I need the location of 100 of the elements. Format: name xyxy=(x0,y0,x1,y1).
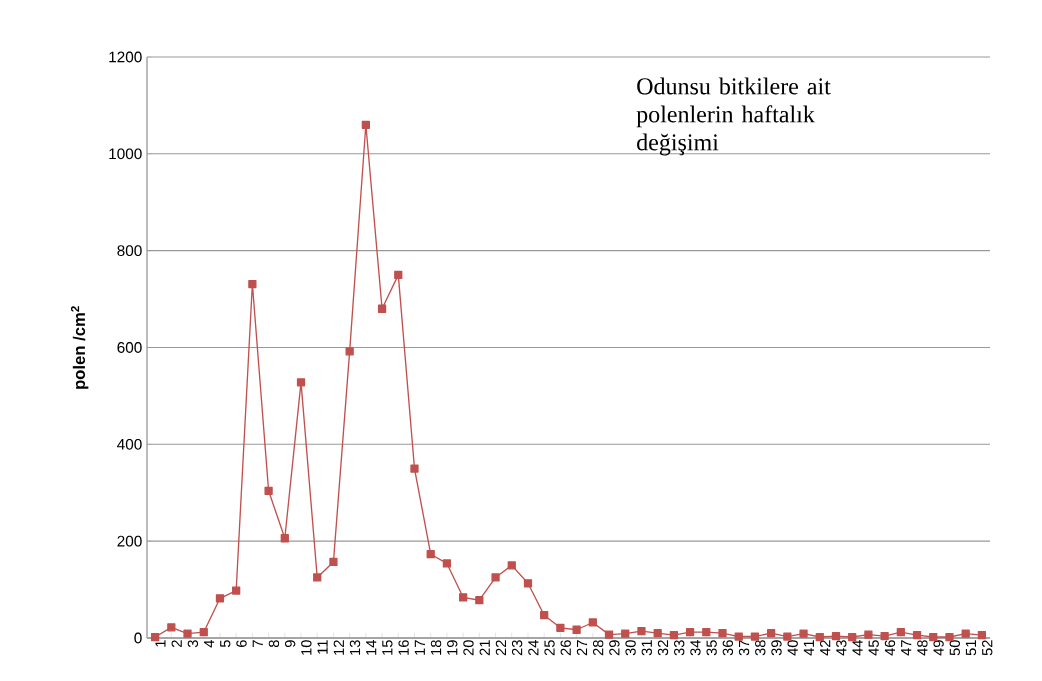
x-tick-label: 46 xyxy=(884,640,896,656)
x-tick-label: 2 xyxy=(171,640,182,648)
point xyxy=(750,632,760,641)
y-tick-label: 600 xyxy=(117,342,142,353)
x-tick-label: 5 xyxy=(220,640,231,648)
point xyxy=(831,631,841,641)
x-tick-label: 33 xyxy=(674,640,685,656)
x-tick-label: 39 xyxy=(771,640,782,656)
point xyxy=(345,347,354,356)
point xyxy=(232,586,241,595)
x-tick-label: 50 xyxy=(949,640,960,656)
x-tick-label: 15 xyxy=(382,640,393,655)
point xyxy=(718,629,727,638)
x-tick-label: 32 xyxy=(657,640,669,656)
x-tick-label: 10 xyxy=(301,640,312,655)
point xyxy=(491,573,500,582)
x-tick-label: 14 xyxy=(366,640,377,655)
point xyxy=(669,630,679,640)
x-tick-label: 40 xyxy=(787,640,798,656)
point xyxy=(977,630,987,640)
point xyxy=(799,629,808,638)
point xyxy=(150,632,160,642)
point xyxy=(410,464,419,473)
point xyxy=(296,378,306,387)
x-tick-label: 43 xyxy=(836,640,847,656)
point xyxy=(912,630,922,640)
point xyxy=(572,625,581,634)
x-tick-label: 1 xyxy=(155,640,166,647)
point xyxy=(426,550,435,559)
point xyxy=(458,593,468,602)
x-tick-label: 23 xyxy=(511,640,523,656)
x-tick-label: 29 xyxy=(609,640,620,656)
point xyxy=(183,629,192,638)
x-tick-label: 44 xyxy=(852,640,863,656)
x-tick-label: 51 xyxy=(965,640,977,656)
x-tick-label: 38 xyxy=(755,640,766,656)
point xyxy=(604,630,614,639)
x-tick-label: 11 xyxy=(317,640,328,654)
x-tick-label: 8 xyxy=(268,640,280,648)
point xyxy=(215,594,225,603)
point xyxy=(556,623,565,632)
point xyxy=(685,628,695,637)
y-tick-label: 800 xyxy=(117,245,142,257)
y-tick-label: 1200 xyxy=(109,51,142,63)
x-tick-label: 7 xyxy=(252,640,263,647)
point xyxy=(896,628,905,637)
x-tick-label: 21 xyxy=(479,640,490,656)
x-tick-label: 30 xyxy=(625,640,636,656)
point xyxy=(588,618,597,627)
y-tick-label: 0 xyxy=(134,632,142,644)
point xyxy=(637,627,646,636)
point xyxy=(767,629,776,638)
point xyxy=(442,559,452,568)
point xyxy=(702,628,711,637)
point xyxy=(815,632,824,642)
point xyxy=(313,573,322,582)
point xyxy=(377,304,387,313)
point xyxy=(864,630,873,639)
point xyxy=(167,623,176,632)
annotation: Odunsu bitkilere ait polenlerin haftalık değişimi xyxy=(636,77,831,156)
x-tick-label: 19 xyxy=(447,640,458,655)
x-tick-label: 20 xyxy=(463,640,474,656)
point xyxy=(361,120,370,129)
x-tick-label: 13 xyxy=(349,640,361,655)
x-tick-label: 17 xyxy=(414,640,425,655)
point xyxy=(653,629,662,638)
y-tick-label: 400 xyxy=(117,438,142,450)
x-tick-label: 34 xyxy=(690,640,701,656)
point xyxy=(394,270,403,279)
point xyxy=(329,557,338,567)
x-tick-label: 16 xyxy=(398,640,409,655)
x-tick-label: 9 xyxy=(284,640,296,648)
x-tick-label: 37 xyxy=(738,640,750,656)
x-tick-label: 3 xyxy=(187,640,199,648)
point xyxy=(783,632,792,641)
point xyxy=(734,632,743,641)
x-tick-label: 49 xyxy=(933,640,944,656)
point xyxy=(199,628,208,637)
x-tick-label: 6 xyxy=(236,640,247,647)
x-tick-label: 26 xyxy=(560,640,571,656)
point xyxy=(961,629,970,638)
point xyxy=(540,611,549,620)
y-tick-label: 200 xyxy=(117,535,142,547)
x-tick-label: 27 xyxy=(576,640,588,656)
x-tick-label: 42 xyxy=(820,640,831,656)
point xyxy=(621,629,630,638)
x-tick-label: 28 xyxy=(592,640,604,656)
point xyxy=(264,486,273,495)
x-tick-label: 18 xyxy=(430,640,442,655)
x-tick-label: 12 xyxy=(333,640,344,655)
x-tick-label: 47 xyxy=(901,640,912,656)
x-tick-label: 25 xyxy=(544,640,555,656)
y-tick-label: 1000 xyxy=(109,148,142,160)
x-tick-label: 24 xyxy=(528,640,539,656)
x-tick-label: 45 xyxy=(868,640,879,656)
point xyxy=(248,279,257,289)
x-tick-label: 52 xyxy=(982,640,993,656)
x-tick-label: 41 xyxy=(803,640,814,656)
x-tick-label: 35 xyxy=(706,640,717,656)
point xyxy=(523,579,533,588)
